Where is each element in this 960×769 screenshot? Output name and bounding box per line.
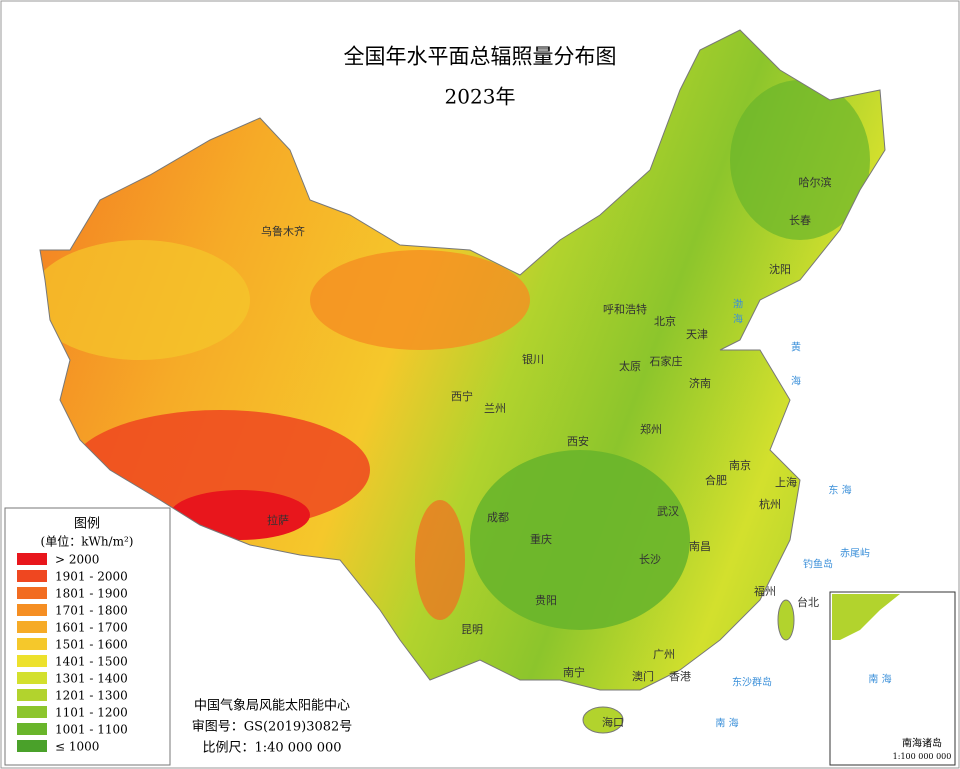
sea-label: 钓鱼岛 bbox=[803, 558, 833, 571]
city-label: 合肥 bbox=[705, 473, 727, 487]
legend-swatch bbox=[17, 638, 47, 650]
city-label: 乌鲁木齐 bbox=[261, 224, 305, 238]
legend-swatch bbox=[17, 689, 47, 701]
city-label: 福州 bbox=[754, 584, 776, 598]
legend-swatch bbox=[17, 723, 47, 735]
title: 全国年水平面总辐照量分布图 bbox=[344, 45, 617, 69]
legend-swatch bbox=[17, 740, 47, 752]
legend-label: 1501 - 1600 bbox=[55, 638, 128, 652]
city-label: 香港 bbox=[669, 670, 691, 683]
city-label: 天津 bbox=[686, 328, 708, 341]
sea-label: 黄 bbox=[791, 341, 801, 354]
city-label: 石家庄 bbox=[650, 354, 683, 368]
legend-label: 1401 - 1500 bbox=[55, 655, 128, 669]
legend-label: ≤ 1000 bbox=[55, 740, 99, 754]
sea-label: 海 bbox=[791, 375, 801, 388]
legend-swatch bbox=[17, 672, 47, 684]
legend-label: 1701 - 1800 bbox=[55, 604, 128, 618]
city-label: 贵阳 bbox=[535, 594, 557, 607]
city-label: 太原 bbox=[619, 360, 641, 373]
legend-swatch bbox=[17, 655, 47, 667]
sea-label: 东沙群岛 bbox=[732, 676, 772, 689]
city-label: 银川 bbox=[522, 352, 544, 366]
legend-label: 1901 - 2000 bbox=[55, 570, 128, 584]
inset-land bbox=[832, 594, 900, 640]
legend-swatch bbox=[17, 621, 47, 633]
subtitle: 2023年 bbox=[445, 85, 516, 109]
sea-label: 南 海 bbox=[715, 717, 738, 730]
legend-label: 1301 - 1400 bbox=[55, 672, 128, 686]
sea-label: 东 海 bbox=[828, 484, 851, 497]
city-label: 杭州 bbox=[759, 497, 781, 511]
city-label: 昆明 bbox=[461, 623, 483, 636]
legend-label: > 2000 bbox=[55, 553, 99, 567]
legend-swatch bbox=[17, 587, 47, 599]
credit: 比例尺：1:40 000 000 bbox=[202, 741, 341, 756]
legend-title: 图例 bbox=[74, 517, 100, 532]
city-label: 南昌 bbox=[689, 540, 711, 553]
city-label: 长春 bbox=[789, 214, 811, 227]
city-label: 成都 bbox=[487, 511, 509, 524]
city-label: 重庆 bbox=[530, 532, 552, 546]
legend-swatch bbox=[17, 553, 47, 565]
legend-box bbox=[4, 507, 171, 766]
credit: 中国气象局风能太阳能中心 bbox=[194, 698, 350, 714]
city-label: 澳门 bbox=[632, 669, 654, 683]
inset-scale: 1:100 000 000 bbox=[893, 752, 952, 761]
city-label: 台北 bbox=[797, 595, 819, 609]
city-label: 上海 bbox=[775, 475, 797, 489]
city-label: 南宁 bbox=[563, 665, 585, 679]
inset-title: 南海诸岛 bbox=[902, 737, 942, 750]
city-label: 沈阳 bbox=[769, 262, 791, 276]
sea-label: 渤 bbox=[733, 298, 743, 311]
legend-swatch bbox=[17, 570, 47, 582]
taiwan bbox=[777, 599, 795, 641]
sea-label: 海 bbox=[733, 313, 743, 326]
city-label: 兰州 bbox=[484, 402, 506, 415]
hainan bbox=[582, 706, 624, 734]
city-label: 北京 bbox=[654, 314, 676, 328]
city-label: 哈尔滨 bbox=[799, 175, 832, 189]
legend-label: 1101 - 1200 bbox=[55, 706, 128, 720]
credit: 审图号：GS(2019)3082号 bbox=[192, 720, 353, 735]
city-label: 呼和浩特 bbox=[603, 302, 647, 316]
city-label: 郑州 bbox=[640, 422, 662, 436]
legend-unit: (单位：kWh/m²) bbox=[41, 534, 134, 549]
city-label: 西安 bbox=[567, 434, 589, 448]
city-label: 广州 bbox=[653, 648, 675, 661]
legend-swatch bbox=[17, 604, 47, 616]
city-label: 南京 bbox=[729, 458, 751, 472]
legend: > 2000 1901 - 2000 1801 - 1900 1701 - 1800 1… bbox=[17, 553, 128, 754]
city-label: 西宁 bbox=[451, 389, 473, 403]
city-label: 拉萨 bbox=[267, 513, 289, 527]
city-label: 海口 bbox=[602, 715, 624, 729]
sea-label: 赤尾屿 bbox=[840, 548, 870, 560]
city-label: 济南 bbox=[689, 376, 711, 390]
legend-swatch bbox=[17, 706, 47, 718]
inset-sea: 南 海 bbox=[868, 673, 891, 686]
city-label: 长沙 bbox=[639, 553, 661, 566]
city-label: 武汉 bbox=[657, 505, 679, 518]
legend-label: 1801 - 1900 bbox=[55, 587, 128, 601]
legend-label: 1201 - 1300 bbox=[55, 689, 128, 703]
legend-label: 1001 - 1100 bbox=[55, 723, 128, 737]
legend-label: 1601 - 1700 bbox=[55, 621, 128, 635]
